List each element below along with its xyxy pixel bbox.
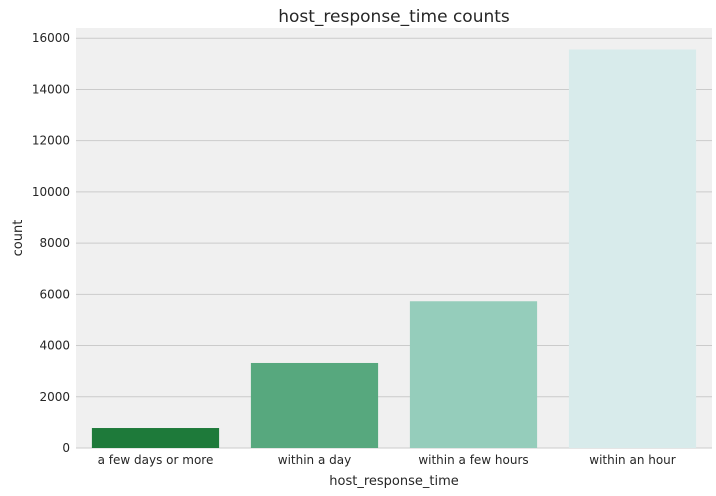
y-tick-label: 12000 <box>32 134 70 148</box>
bar <box>91 428 220 448</box>
y-tick-label: 16000 <box>32 31 70 45</box>
y-tick-label: 0 <box>62 441 70 455</box>
bar <box>250 362 379 448</box>
y-tick-label: 2000 <box>39 390 70 404</box>
y-tick-label: 8000 <box>39 236 70 250</box>
x-tick-labels: a few days or more within a day within a f… <box>98 453 676 467</box>
x-tick-label: a few days or more <box>98 453 214 467</box>
bar <box>409 301 538 448</box>
y-axis-label: count <box>11 220 26 257</box>
y-tick-label: 10000 <box>32 185 70 199</box>
x-tick-label: within a few hours <box>418 453 528 467</box>
x-tick-label: within a day <box>278 453 351 467</box>
x-tick-label: within an hour <box>589 453 676 467</box>
y-tick-label: 6000 <box>39 287 70 301</box>
chart-title: host_response_time counts <box>278 7 510 27</box>
x-axis-label: host_response_time <box>329 474 458 489</box>
y-tick-label: 14000 <box>32 82 70 96</box>
bar <box>568 49 697 448</box>
y-tick-labels: 0 2000 4000 6000 8000 10000 12000 14000 16000 <box>32 31 70 455</box>
bars <box>91 49 697 448</box>
y-tick-label: 4000 <box>39 339 70 353</box>
